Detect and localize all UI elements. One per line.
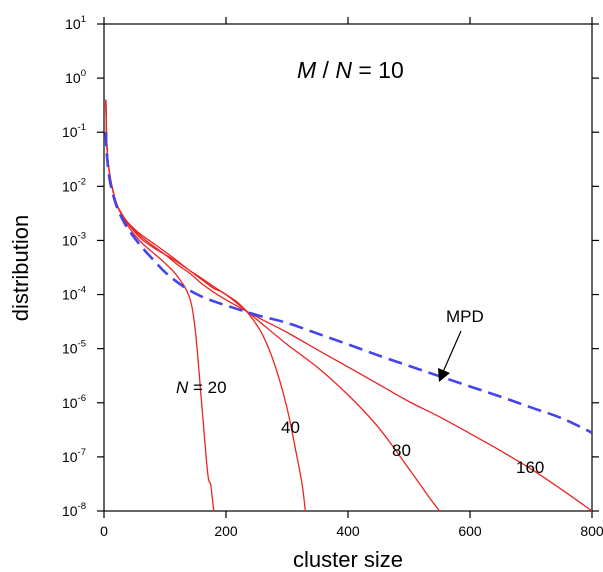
plot-area bbox=[104, 99, 593, 512]
x-axis-title: cluster size bbox=[293, 547, 403, 572]
title-rest: = 10 bbox=[352, 57, 404, 83]
y-tick-label: 10-5 bbox=[62, 339, 86, 357]
plot-frame bbox=[103, 23, 593, 512]
series-line-20 bbox=[105, 99, 215, 512]
x-axis: 0 200 400 600 800 bbox=[100, 17, 603, 539]
mpd-arrow bbox=[438, 330, 462, 382]
y-tick-label: 10-6 bbox=[62, 393, 86, 411]
series-line-mpd bbox=[104, 132, 593, 434]
x-tick-label: 600 bbox=[458, 523, 482, 539]
series-line-160 bbox=[105, 99, 593, 512]
series-label-160: 160 bbox=[516, 458, 544, 477]
y-tick-label: 10-1 bbox=[62, 122, 86, 140]
title-m: M bbox=[297, 57, 317, 83]
x-tick-label: 0 bbox=[100, 523, 108, 539]
x-tick-label: 400 bbox=[336, 523, 360, 539]
y-tick-label: 10-4 bbox=[62, 285, 86, 303]
chart-title: M / N = 10 bbox=[297, 57, 404, 83]
y-axis-title: distribution bbox=[8, 215, 33, 321]
y-tick-label: 10-2 bbox=[62, 176, 86, 194]
x-tick-label: 200 bbox=[214, 523, 238, 539]
series-label-n20: N = 20 bbox=[176, 378, 227, 397]
y-tick-label: 10-7 bbox=[62, 447, 86, 465]
x-tick-label: 800 bbox=[580, 523, 603, 539]
series-label-n20-value: 20 bbox=[208, 378, 227, 397]
series-label-40: 40 bbox=[281, 418, 300, 437]
y-tick-label: 100 bbox=[65, 68, 86, 86]
y-axis: 101 100 10-1 10-2 10-3 10-4 10-5 10-6 10-7 10-8 bbox=[62, 14, 599, 519]
title-n: N bbox=[335, 57, 352, 83]
series-label-mpd: MPD bbox=[446, 307, 484, 326]
series-label-n20-prefix: N bbox=[176, 378, 189, 397]
series-line-80 bbox=[105, 99, 441, 512]
y-tick-label: 10-3 bbox=[62, 230, 86, 248]
y-tick-label: 101 bbox=[65, 14, 86, 32]
y-tick-label: 10-8 bbox=[62, 501, 86, 519]
series-label-n20-eq: = bbox=[188, 378, 207, 397]
title-slash: / bbox=[316, 57, 335, 83]
series-label-80: 80 bbox=[392, 441, 411, 460]
